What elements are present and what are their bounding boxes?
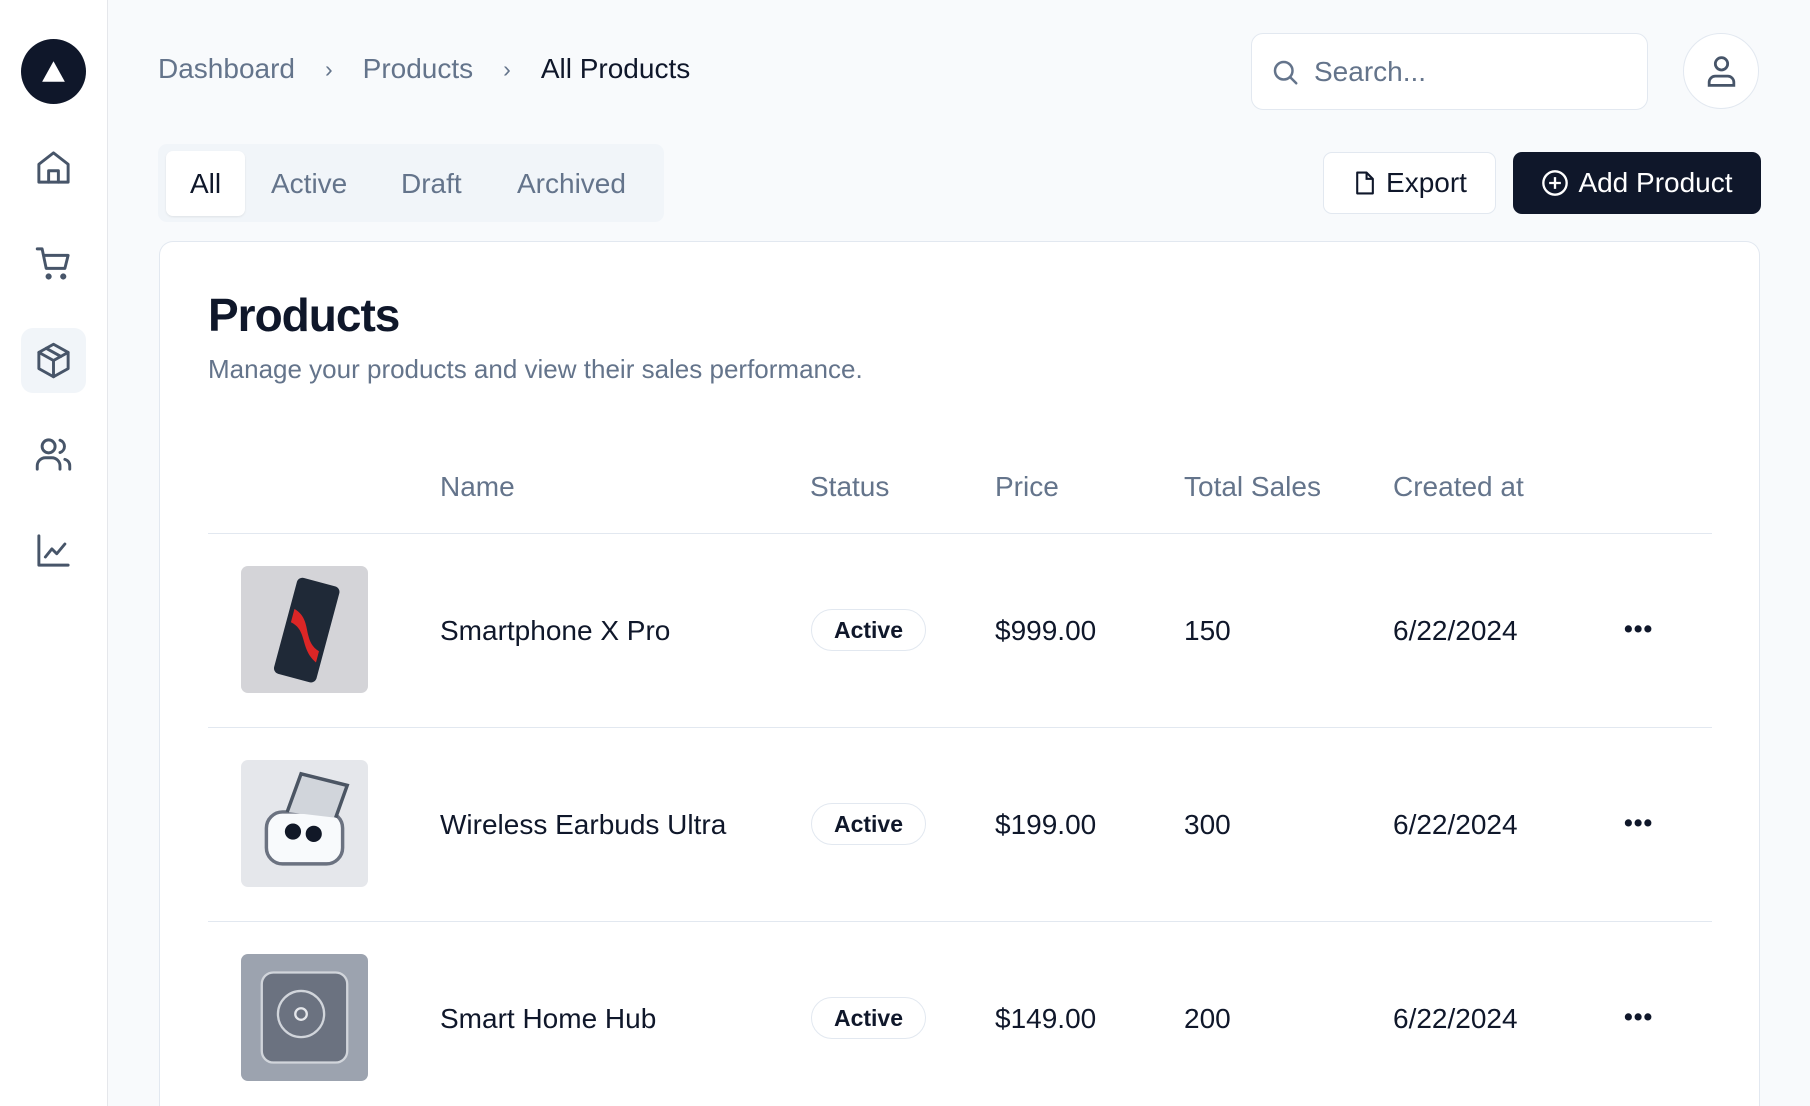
header-name: Name — [440, 471, 515, 502]
user-menu-button[interactable] — [1683, 33, 1759, 109]
add-product-label: Add Product — [1578, 167, 1733, 198]
product-price: $149.00 — [995, 1003, 1097, 1034]
products-card: Products Manage your products and view t… — [159, 241, 1760, 1106]
sidebar-item-products[interactable] — [21, 328, 86, 393]
product-sales: 300 — [1184, 809, 1231, 840]
plus-circle-icon — [1542, 170, 1569, 196]
search-icon — [1273, 60, 1298, 84]
divider — [208, 727, 1712, 728]
package-icon — [37, 342, 70, 379]
sidebar-item-analytics[interactable] — [21, 518, 86, 583]
header-total-sales: Total Sales — [1184, 471, 1321, 502]
status-tabs: All Active Draft Archived — [158, 144, 664, 222]
smartphone-image — [241, 566, 368, 693]
status-badge: Active — [811, 609, 926, 651]
table-row: Wireless Earbuds Ultra Active $199.00 30… — [160, 728, 1759, 921]
home-icon — [37, 151, 70, 184]
product-price: $999.00 — [995, 615, 1097, 646]
more-actions-icon[interactable]: ••• — [1624, 809, 1654, 837]
product-image-smartphone — [241, 566, 368, 693]
product-sales: 200 — [1184, 1003, 1231, 1034]
product-created: 6/22/2024 — [1393, 615, 1518, 646]
product-name: Smartphone X Pro — [440, 615, 671, 646]
divider — [208, 921, 1712, 922]
sidebar-item-orders[interactable] — [21, 231, 86, 296]
breadcrumb-current: All Products — [540, 53, 691, 84]
line-chart-icon — [37, 534, 70, 567]
header-created-at: Created at — [1393, 471, 1524, 502]
export-button[interactable]: Export — [1323, 152, 1496, 214]
chevron-right-icon: › — [503, 55, 511, 82]
user-icon — [1707, 55, 1735, 87]
smart-hub-image — [241, 954, 368, 1081]
table-row: Smartphone X Pro Active $999.00 150 6/22… — [160, 534, 1759, 727]
product-created: 6/22/2024 — [1393, 1003, 1518, 1034]
tab-archived[interactable]: Archived — [517, 167, 626, 199]
earbuds-image — [241, 760, 368, 887]
tab-all[interactable]: All — [166, 151, 246, 216]
divider — [208, 533, 1712, 534]
product-price: $199.00 — [995, 809, 1097, 840]
product-sales: 150 — [1184, 615, 1231, 646]
table-row: Smart Home Hub Active $149.00 200 6/22/2… — [160, 922, 1759, 1106]
tab-draft[interactable]: Draft — [401, 167, 462, 199]
sidebar-item-customers[interactable] — [21, 422, 86, 487]
header-price: Price — [995, 471, 1059, 502]
breadcrumb-dashboard[interactable]: Dashboard — [158, 53, 295, 84]
sidebar — [0, 0, 108, 1106]
breadcrumb-products[interactable]: Products — [362, 53, 474, 84]
sidebar-item-home[interactable] — [21, 135, 86, 200]
product-image-earbuds — [241, 760, 368, 887]
card-subtitle: Manage your products and view their sale… — [208, 354, 863, 384]
more-actions-icon[interactable]: ••• — [1624, 615, 1654, 643]
status-badge: Active — [811, 803, 926, 845]
cart-icon — [35, 247, 70, 280]
tab-active[interactable]: Active — [271, 167, 348, 199]
breadcrumb: Dashboard › Products › All Products — [158, 53, 690, 85]
triangle-logo-icon — [42, 61, 65, 82]
export-label: Export — [1386, 167, 1467, 198]
logo[interactable] — [21, 39, 86, 104]
search-input[interactable] — [1312, 54, 1616, 89]
product-created: 6/22/2024 — [1393, 809, 1518, 840]
header-status: Status — [810, 471, 890, 502]
file-icon — [1356, 171, 1374, 195]
chevron-right-icon: › — [324, 55, 333, 82]
users-icon — [35, 438, 72, 471]
add-product-button[interactable]: Add Product — [1513, 152, 1761, 214]
search-box — [1251, 33, 1648, 110]
product-name: Wireless Earbuds Ultra — [440, 809, 727, 840]
card-title: Products — [208, 289, 400, 341]
product-image-hub — [241, 954, 368, 1081]
more-actions-icon[interactable]: ••• — [1624, 1003, 1654, 1031]
product-name: Smart Home Hub — [440, 1003, 657, 1034]
status-badge: Active — [811, 997, 926, 1039]
